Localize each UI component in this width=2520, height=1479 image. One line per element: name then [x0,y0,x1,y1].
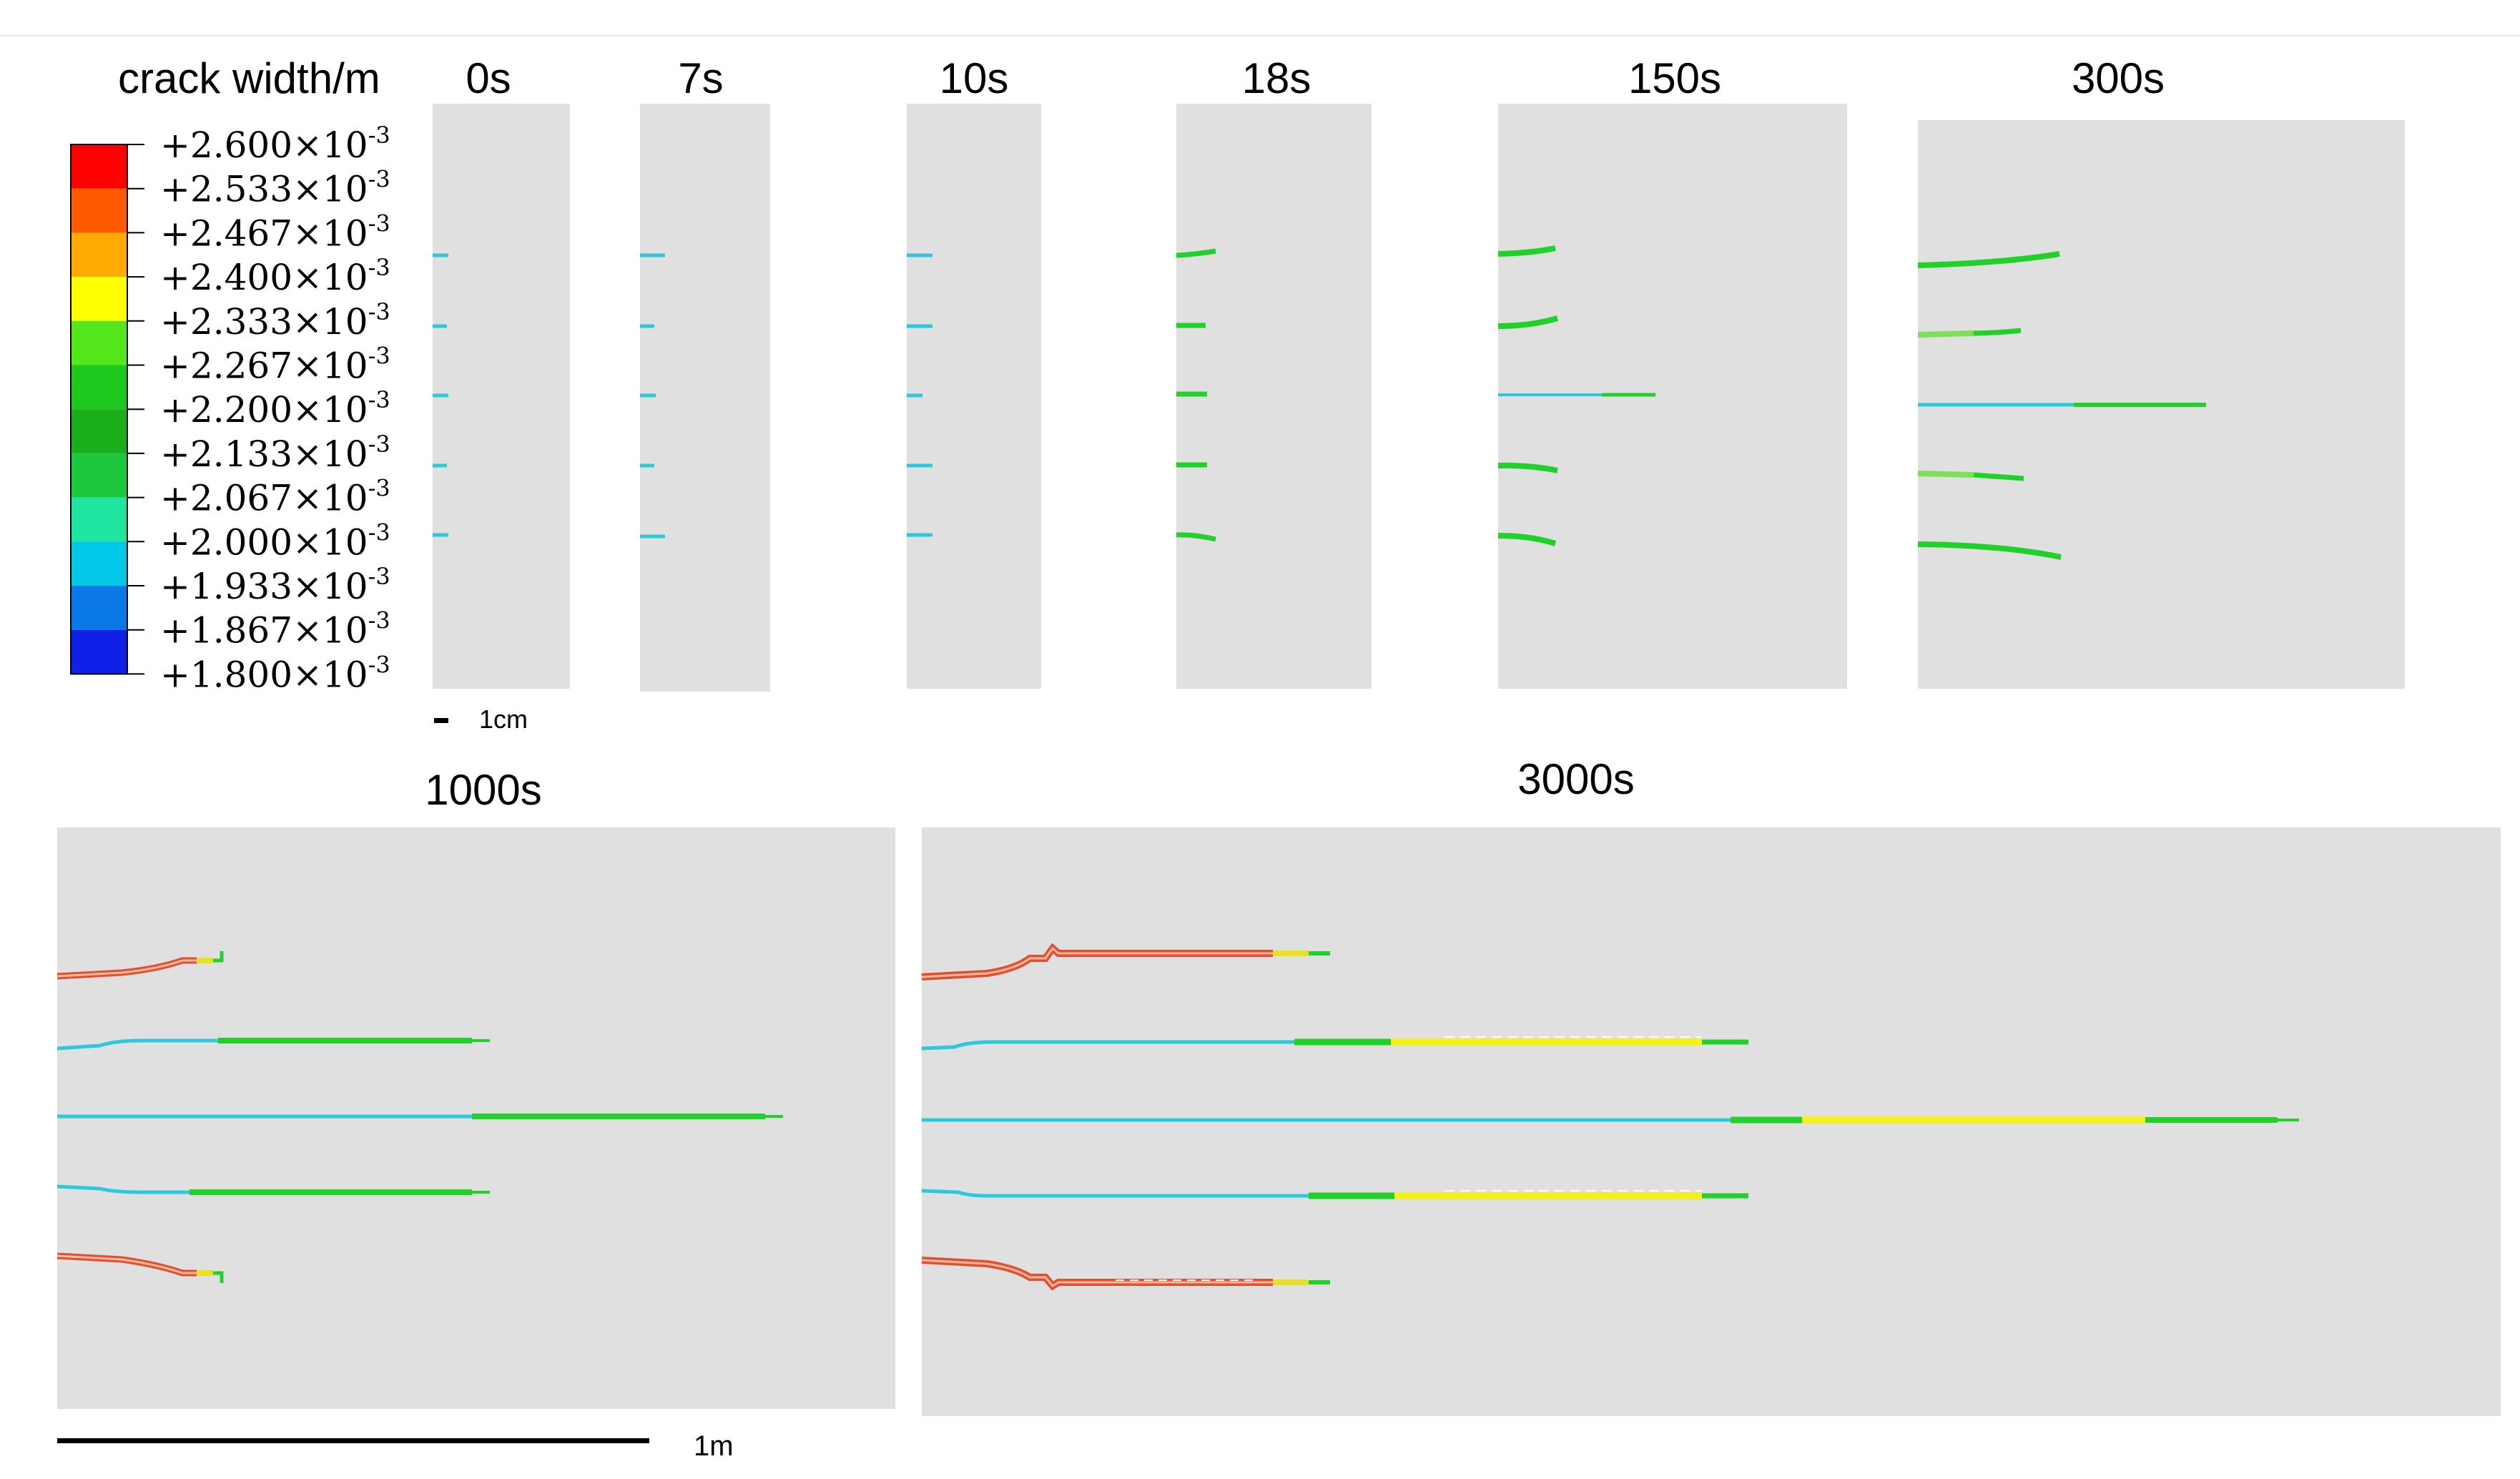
scale-bar-label: 1m [694,1430,734,1462]
panel-10s: 10s [907,54,1041,689]
crack-1 [921,943,1330,981]
legend-tick-label: +1.867×10-3 [160,607,390,652]
legend-tick-label: +2.467×10-3 [160,210,390,254]
legend-ticks: +2.600×10-3+2.533×10-3+2.467×10-3+2.400×… [127,122,390,695]
legend-tick-label: +1.933×10-3 [160,563,390,607]
crack-1 [1917,251,2060,268]
specimen-plate [1176,104,1372,689]
scale-bar-1m: 1m [57,1430,734,1462]
specimen-plate [433,104,570,689]
crack-4 [921,1189,1748,1199]
legend-tick-label: +2.200×10-3 [160,386,390,431]
legend-tick-label: +2.000×10-3 [160,519,390,563]
legend-tick-label: +2.267×10-3 [160,343,390,387]
crack-5 [56,1252,224,1283]
crack-1 [1176,248,1216,258]
crack-2 [56,1038,490,1051]
crack-4 [56,1184,490,1195]
panel-150s: 150s [1497,54,1847,689]
legend-swatch [71,453,127,498]
crack-4 [1497,462,1558,473]
specimen-plate [907,104,1041,689]
scale-bar-label: 1cm [479,704,528,734]
crack-4 [1917,471,1974,478]
panel-title: 10s [940,54,1009,102]
legend-colorbar [70,144,128,675]
panel-300s: 300s [1917,54,2405,689]
legend-swatch [71,365,127,410]
legend-swatch [71,277,127,321]
legend-swatch [71,320,127,365]
panel-3000s: 3000s [921,755,2501,1416]
crack-5 [1917,541,2062,560]
legend-swatch [71,232,127,277]
crack-2 [1497,315,1559,329]
panel-title: 0s [466,54,511,102]
panel-1000s: 1000s [56,766,895,1409]
legend-swatch [71,409,127,453]
scale-bar-line [434,718,448,723]
legend-swatch [71,586,127,630]
legend-swatch [71,144,127,189]
crack-1 [1497,245,1556,257]
panel-title: 18s [1242,54,1311,102]
panel-title: 3000s [1517,755,1634,803]
panel-0s: 0s [433,54,570,689]
panel-title: 1000s [425,766,541,814]
crack-1 [56,951,224,980]
crack-5 [1497,533,1557,546]
panel-7s: 7s [640,54,770,692]
legend-tick-label: +2.533×10-3 [160,166,390,210]
crack-5 [921,1257,1330,1291]
legend-swatch [71,188,127,233]
legend-tick-label: +2.067×10-3 [160,475,390,519]
legend-title: crack width/m [118,54,380,102]
crack-5 [1176,532,1216,542]
legend-tick-label: +1.800×10-3 [160,651,390,695]
legend-tick-label: +2.133×10-3 [160,431,390,475]
color-legend: crack width/m +2.600×10-3+2.533×10-3+2.4… [70,54,390,695]
legend-swatch [71,497,127,542]
panel-title: 7s [678,54,723,102]
specimen-plate [640,104,770,692]
crack-2-tip [1973,328,2022,336]
scale-bar-line [57,1438,649,1443]
panel-title: 300s [2072,54,2165,102]
legend-tick-label: +2.333×10-3 [160,298,390,343]
legend-tick-label: +2.400×10-3 [160,254,390,298]
crack-2 [921,1036,1748,1051]
crack-2 [1917,330,1974,338]
legend-tick-label: +2.600×10-3 [160,122,390,166]
legend-swatch [71,541,127,586]
crack-4-tip [1973,472,2024,481]
legend-swatch [71,629,127,674]
scale-bar-1cm: 1cm [434,704,528,734]
panel-title: 150s [1628,54,1721,102]
panel-18s: 18s [1176,54,1372,689]
